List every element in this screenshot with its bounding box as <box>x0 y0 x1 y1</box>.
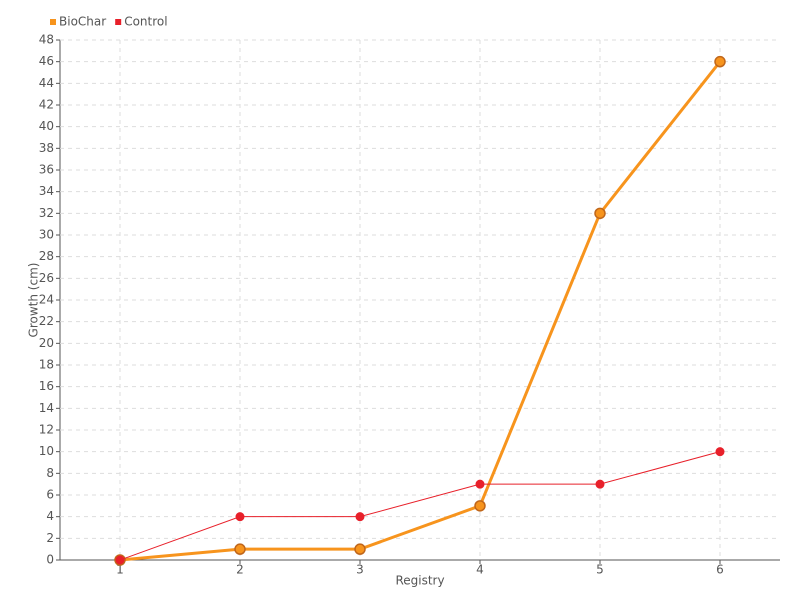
y-tick-label: 14 <box>39 401 54 415</box>
legend-label: Control <box>124 15 167 29</box>
x-tick-label: 3 <box>356 563 364 577</box>
data-point <box>595 479 605 489</box>
x-axis-label: Registry <box>395 574 444 588</box>
data-point <box>474 500 486 512</box>
y-tick-label: 42 <box>39 98 54 112</box>
y-tick-label: 38 <box>39 141 54 155</box>
legend-marker <box>115 19 122 25</box>
legend-label: BioChar <box>59 15 106 29</box>
y-axis-label: Growth (cm) <box>27 263 41 338</box>
y-tick-label: 30 <box>39 228 54 242</box>
data-point <box>115 555 125 565</box>
y-tick-label: 16 <box>39 379 54 393</box>
y-tick-label: 0 <box>46 553 54 567</box>
y-tick-label: 26 <box>39 271 54 285</box>
x-tick-label: 2 <box>236 563 244 577</box>
y-tick-label: 32 <box>39 206 54 220</box>
x-tick-label: 5 <box>596 563 604 577</box>
data-point <box>355 512 365 522</box>
y-tick-label: 6 <box>46 488 54 502</box>
y-tick-label: 48 <box>39 33 54 47</box>
y-tick-label: 24 <box>39 293 54 307</box>
data-point <box>235 512 245 522</box>
y-tick-label: 8 <box>46 466 54 480</box>
y-tick-label: 12 <box>39 423 54 437</box>
y-tick-label: 28 <box>39 249 54 263</box>
x-tick-label: 6 <box>716 563 724 577</box>
legend-marker <box>50 19 56 25</box>
y-tick-label: 34 <box>39 184 54 198</box>
y-tick-label: 44 <box>39 76 54 90</box>
x-tick-label: 4 <box>476 563 484 577</box>
y-tick-label: 40 <box>39 119 54 133</box>
data-point <box>234 543 246 555</box>
data-point <box>594 207 606 220</box>
y-tick-label: 10 <box>39 444 54 458</box>
data-point <box>475 479 485 489</box>
y-tick-label: 18 <box>39 358 54 372</box>
data-point <box>715 447 725 457</box>
series-line <box>119 451 721 561</box>
y-tick-label: 22 <box>39 314 54 328</box>
x-tick-label: 1 <box>116 563 124 577</box>
data-point <box>714 55 726 68</box>
y-tick-label: 2 <box>46 531 54 545</box>
data-point <box>354 543 366 555</box>
y-tick-label: 20 <box>39 336 54 350</box>
y-tick-label: 36 <box>39 163 54 177</box>
y-tick-label: 46 <box>39 54 54 68</box>
series-line <box>119 60 722 562</box>
y-tick-label: 4 <box>46 509 54 523</box>
